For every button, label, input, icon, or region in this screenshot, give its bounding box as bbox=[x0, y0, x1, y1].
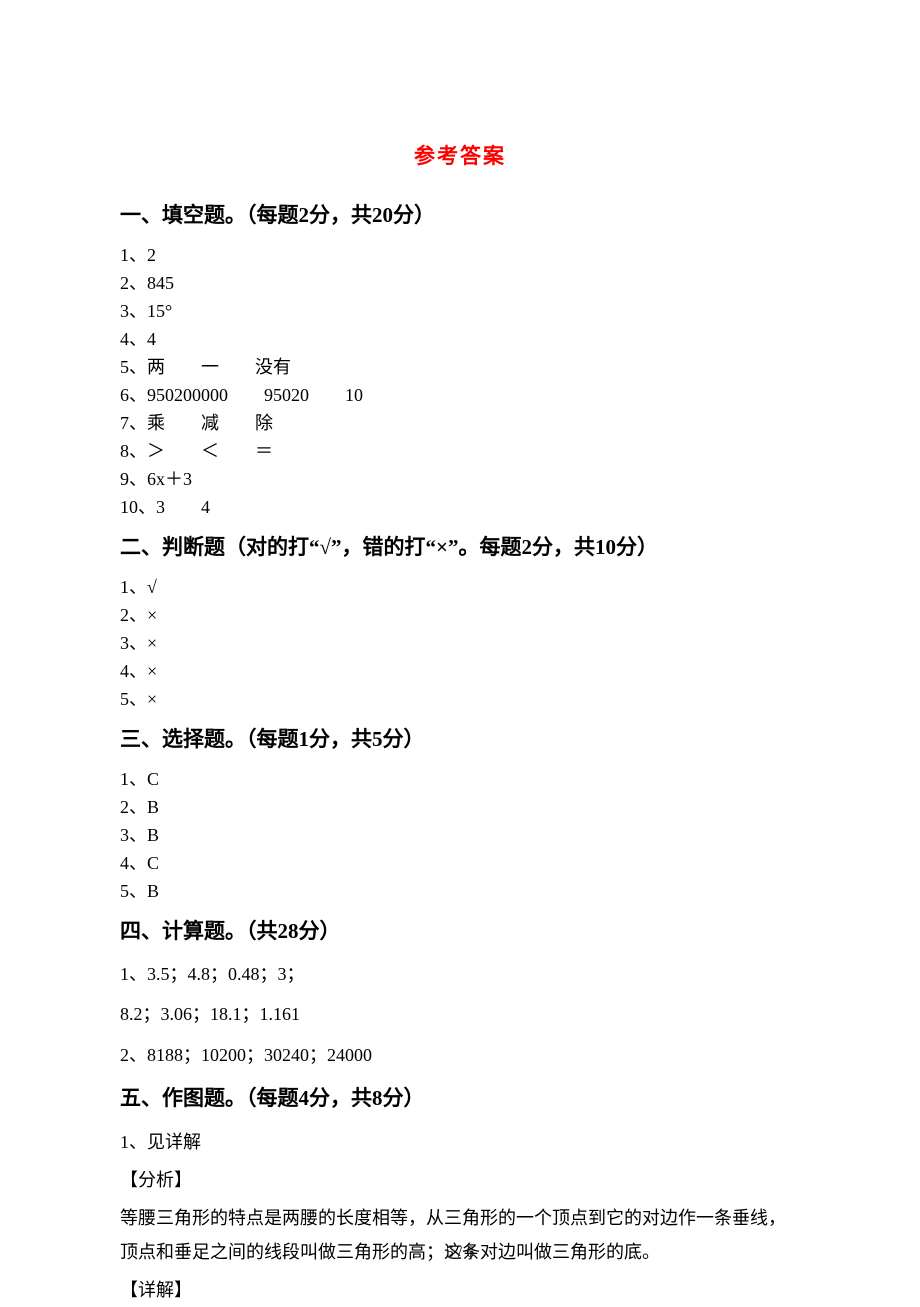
answer-line: 3、× bbox=[120, 630, 800, 656]
answer-line: 2、B bbox=[120, 794, 800, 820]
answer-line: 8、＞ ＜ ＝ bbox=[120, 438, 800, 464]
section-1: 一、填空题。（每题2分，共20分） 1、2 2、845 3、15° 4、4 5、… bbox=[120, 200, 800, 520]
body-text: 1、见详解 bbox=[120, 1125, 800, 1159]
section-3: 三、选择题。（每题1分，共5分） 1、C 2、B 3、B 4、C 5、B bbox=[120, 724, 800, 904]
answer-line: 9、6x＋3 bbox=[120, 466, 800, 492]
answer-line: 1、2 bbox=[120, 242, 800, 268]
section-2-header: 二、判断题（对的打“√”，错的打“×”。每题2分，共10分） bbox=[120, 532, 800, 564]
body-text: 【分析】 bbox=[120, 1163, 800, 1197]
answer-line: 2、845 bbox=[120, 270, 800, 296]
answer-line: 5、两 一 没有 bbox=[120, 354, 800, 380]
page-title: 参考答案 bbox=[120, 140, 800, 170]
answer-line: 5、× bbox=[120, 686, 800, 712]
answer-line: 1、C bbox=[120, 766, 800, 792]
answer-line: 10、3 4 bbox=[120, 494, 800, 520]
answer-line: 7、乘 减 除 bbox=[120, 410, 800, 436]
section-2: 二、判断题（对的打“√”，错的打“×”。每题2分，共10分） 1、√ 2、× 3… bbox=[120, 532, 800, 712]
answer-line: 4、C bbox=[120, 850, 800, 876]
section-5: 五、作图题。（每题4分，共8分） 1、见详解 【分析】 等腰三角形的特点是两腰的… bbox=[120, 1083, 800, 1307]
page-footer: 5 / 6 bbox=[0, 1244, 920, 1262]
calc-line: 2、8188；10200；30240；24000 bbox=[120, 1039, 800, 1071]
calc-line: 8.2；3.06；18.1；1.161 bbox=[120, 998, 800, 1030]
answer-line: 4、4 bbox=[120, 326, 800, 352]
section-3-header: 三、选择题。（每题1分，共5分） bbox=[120, 724, 800, 756]
section-4: 四、计算题。（共28分） 1、3.5；4.8；0.48；3； 8.2；3.06；… bbox=[120, 916, 800, 1071]
answer-line: 4、× bbox=[120, 658, 800, 684]
section-5-header: 五、作图题。（每题4分，共8分） bbox=[120, 1083, 800, 1115]
answer-line: 5、B bbox=[120, 878, 800, 904]
answer-line: 3、15° bbox=[120, 298, 800, 324]
answer-line: 2、× bbox=[120, 602, 800, 628]
section-4-header: 四、计算题。（共28分） bbox=[120, 916, 800, 948]
calc-line: 1、3.5；4.8；0.48；3； bbox=[120, 958, 800, 990]
answer-line: 3、B bbox=[120, 822, 800, 848]
answer-line: 6、950200000 95020 10 bbox=[120, 382, 800, 408]
answer-line: 1、√ bbox=[120, 574, 800, 600]
section-1-header: 一、填空题。（每题2分，共20分） bbox=[120, 200, 800, 232]
